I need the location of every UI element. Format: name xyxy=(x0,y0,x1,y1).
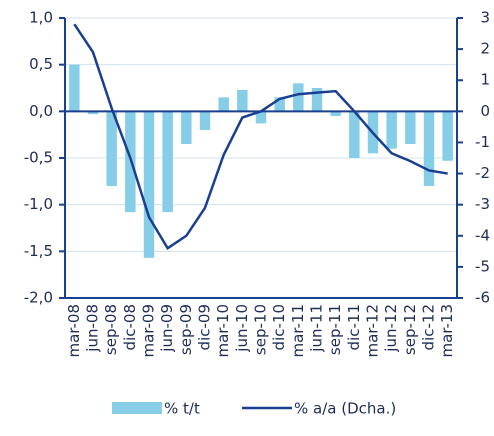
y2-tick-label: -5 xyxy=(475,257,490,275)
x-tick-label: mar-09 xyxy=(140,304,158,358)
x-tick-label: dic-11 xyxy=(345,304,363,350)
y-tick-label: 1,0 xyxy=(29,9,53,27)
bar xyxy=(143,111,155,258)
x-tick-label: dic-12 xyxy=(420,304,438,350)
x-tick-label: jun-08 xyxy=(84,304,102,353)
y-tick-label: -1,5 xyxy=(24,242,53,260)
y-tick-label: -2,0 xyxy=(24,289,53,307)
bar xyxy=(106,111,117,186)
y2-tick-label: -6 xyxy=(475,289,490,307)
x-tick-label: mar-11 xyxy=(289,304,307,358)
bar xyxy=(218,97,229,112)
bar xyxy=(274,97,285,112)
x-tick-label: mar-12 xyxy=(364,304,382,358)
x-tick-label: mar-08 xyxy=(65,304,83,358)
x-tick-label: mar-13 xyxy=(438,304,456,358)
y-tick-label: 0,0 xyxy=(29,102,53,120)
x-tick-label: jun-10 xyxy=(233,304,251,353)
y2-tick-label: -2 xyxy=(475,164,490,182)
bar xyxy=(311,88,323,112)
legend-label: % t/t xyxy=(164,400,200,418)
legend-label: % a/a (Dcha.) xyxy=(294,400,396,418)
bar xyxy=(237,89,248,112)
y2-tick-label: 2 xyxy=(480,40,490,58)
x-tick-label: jun-09 xyxy=(158,304,176,353)
x-tick-label: dic-08 xyxy=(121,304,139,350)
y2-tick-label: 3 xyxy=(480,9,490,27)
bar xyxy=(255,111,267,124)
x-tick-label: mar-10 xyxy=(214,304,232,358)
bar xyxy=(199,111,211,130)
bar xyxy=(162,111,173,213)
bar xyxy=(330,111,341,116)
bar xyxy=(349,111,360,158)
bar xyxy=(386,111,397,149)
bar xyxy=(181,111,192,144)
x-tick-label: sep-10 xyxy=(252,304,270,355)
y2-tick-label: -1 xyxy=(475,133,490,151)
bar xyxy=(87,111,99,115)
x-tick-label: sep-12 xyxy=(401,304,419,355)
legend-swatch xyxy=(112,402,162,414)
x-tick-label: jun-12 xyxy=(382,304,400,353)
x-tick-label: sep-09 xyxy=(177,304,195,355)
bar xyxy=(442,111,453,161)
bar xyxy=(405,111,416,144)
x-tick-label: dic-10 xyxy=(270,304,288,350)
y-tick-label: 0,5 xyxy=(29,55,53,73)
bar xyxy=(293,83,304,112)
y-tick-label: -0,5 xyxy=(24,149,53,167)
bar xyxy=(423,111,435,186)
y-tick-label: -1,0 xyxy=(24,195,53,213)
x-tick-label: sep-11 xyxy=(326,304,344,355)
x-tick-label: dic-09 xyxy=(196,304,214,350)
x-tick-label: jun-11 xyxy=(308,304,326,353)
y2-tick-label: 1 xyxy=(480,71,490,89)
y2-tick-label: -4 xyxy=(475,226,490,244)
x-tick-label: sep-08 xyxy=(102,304,120,355)
bar xyxy=(69,64,80,112)
y2-tick-label: -3 xyxy=(475,195,490,213)
y2-tick-label: 0 xyxy=(480,102,490,120)
